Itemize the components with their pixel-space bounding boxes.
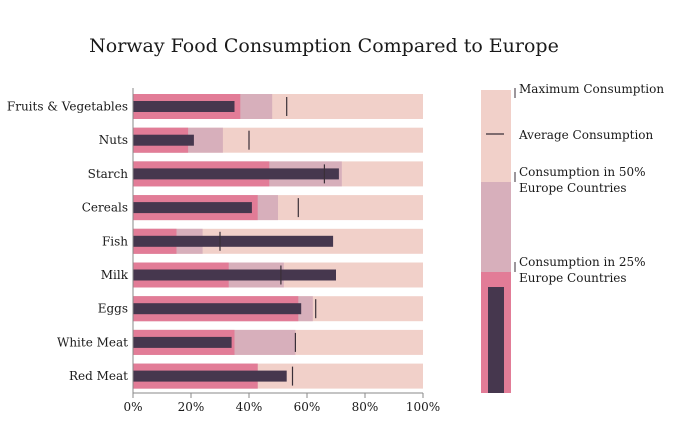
- category-label: Cereals: [82, 201, 128, 215]
- row-fish: [133, 228, 423, 254]
- category-label: Fruits & Vegetables: [7, 100, 128, 114]
- row-starch: [133, 161, 423, 187]
- x-tick-label: 40%: [236, 400, 263, 414]
- category-label: Eggs: [98, 302, 128, 316]
- category-label: Starch: [88, 167, 129, 181]
- norway-bar: [133, 269, 336, 281]
- category-labels: Fruits & Vegetables Nuts Starch Cereals Fish…: [7, 100, 129, 384]
- norway-bar: [133, 235, 334, 247]
- legend-swatch-p50: [481, 182, 511, 272]
- category-label: Milk: [101, 268, 129, 282]
- norway-bar: [133, 134, 194, 146]
- category-label: Red Meat: [69, 369, 128, 383]
- x-tick-label: 0%: [123, 400, 142, 414]
- category-label: Fish: [102, 234, 128, 248]
- row-eggs: [133, 296, 423, 322]
- category-label: Nuts: [99, 133, 128, 147]
- x-tick-label: 60%: [294, 400, 321, 414]
- row-fruits-vegetables: [133, 94, 423, 119]
- legend-label-average: Average Consumption: [518, 128, 654, 142]
- row-cereals: [133, 195, 423, 221]
- category-label: White Meat: [57, 335, 128, 349]
- row-red-meat: [133, 363, 423, 389]
- x-tick-label: 20%: [178, 400, 205, 414]
- row-milk: [133, 262, 423, 288]
- norway-bar: [133, 370, 287, 382]
- norway-bar: [133, 303, 302, 315]
- bars-layer: [133, 94, 423, 389]
- legend: Maximum Consumption Average Consumption …: [481, 82, 664, 393]
- legend-label-p25: Consumption in 25% Europe Countries: [519, 255, 646, 285]
- chart-title: Norway Food Consumption Compared to Euro…: [89, 35, 559, 57]
- x-axis: 0% 20% 40% 60% 80% 100%: [123, 88, 440, 414]
- norway-bar: [133, 168, 339, 180]
- legend-swatch-max: [481, 90, 511, 182]
- norway-bar: [133, 202, 252, 214]
- legend-label-max: Maximum Consumption: [519, 82, 664, 96]
- x-tick-label: 100%: [406, 400, 440, 414]
- legend-label-p50: Consumption in 50% Europe Countries: [519, 165, 646, 195]
- legend-swatch-norway: [488, 287, 504, 393]
- x-tick-label: 80%: [352, 400, 379, 414]
- norway-bar: [133, 336, 232, 348]
- row-nuts: [133, 127, 423, 153]
- row-white-meat: [133, 329, 423, 355]
- norway-bar: [133, 101, 235, 112]
